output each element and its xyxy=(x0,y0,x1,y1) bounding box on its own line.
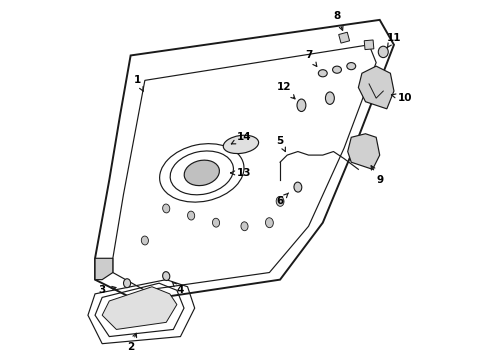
Ellipse shape xyxy=(293,182,301,192)
Ellipse shape xyxy=(163,204,169,213)
Text: 14: 14 xyxy=(231,132,251,144)
Text: 2: 2 xyxy=(127,333,136,352)
Polygon shape xyxy=(364,40,373,50)
Polygon shape xyxy=(95,258,113,280)
Polygon shape xyxy=(102,287,177,329)
Ellipse shape xyxy=(318,70,326,77)
Ellipse shape xyxy=(325,92,334,104)
Ellipse shape xyxy=(378,46,387,58)
Text: 7: 7 xyxy=(304,50,316,66)
Ellipse shape xyxy=(123,279,130,288)
Ellipse shape xyxy=(332,66,341,73)
Text: 12: 12 xyxy=(276,82,294,99)
Text: 1: 1 xyxy=(134,75,143,91)
Ellipse shape xyxy=(241,222,247,231)
Text: 13: 13 xyxy=(230,168,251,178)
Ellipse shape xyxy=(296,99,305,112)
Polygon shape xyxy=(338,32,349,43)
Ellipse shape xyxy=(184,160,219,186)
Polygon shape xyxy=(358,66,393,109)
Ellipse shape xyxy=(265,218,273,228)
Ellipse shape xyxy=(141,236,148,245)
Text: 3: 3 xyxy=(99,285,116,295)
Text: 11: 11 xyxy=(386,33,400,48)
Text: 6: 6 xyxy=(276,193,288,206)
Ellipse shape xyxy=(212,218,219,227)
Text: 10: 10 xyxy=(391,93,411,103)
Ellipse shape xyxy=(163,272,169,280)
Ellipse shape xyxy=(276,196,284,206)
Polygon shape xyxy=(347,134,379,169)
Ellipse shape xyxy=(223,135,258,154)
Text: 5: 5 xyxy=(276,136,285,152)
Ellipse shape xyxy=(187,211,194,220)
Ellipse shape xyxy=(346,63,355,70)
Text: 4: 4 xyxy=(172,282,184,295)
Text: 9: 9 xyxy=(370,166,383,185)
Text: 8: 8 xyxy=(333,11,342,30)
